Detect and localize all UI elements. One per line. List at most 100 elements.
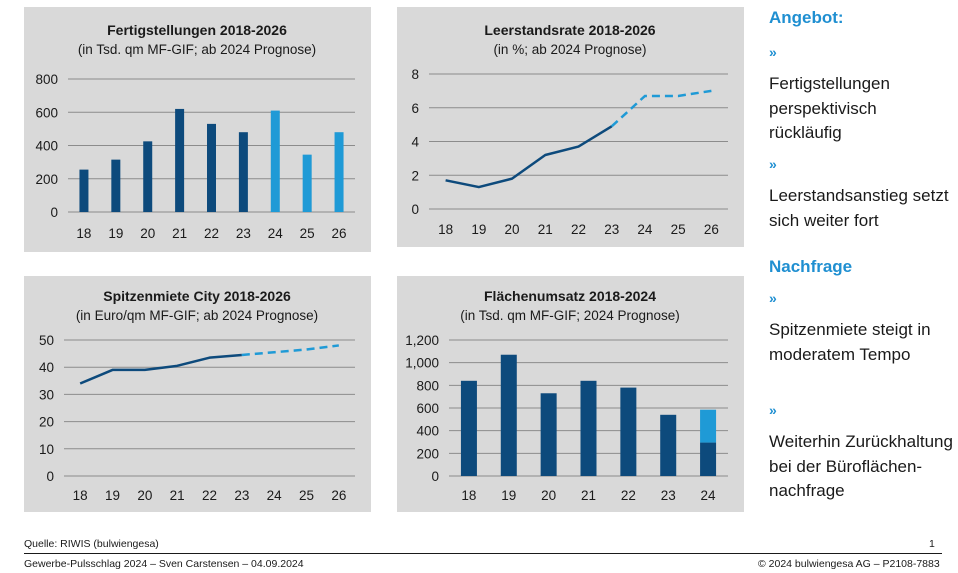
y-tick-label: 4 — [411, 135, 419, 150]
chart-panel-spitzenmiete: Spitzenmiete City 2018-2026 (in Euro/qm … — [24, 276, 371, 512]
bar — [207, 123, 216, 212]
chart-subtitle: (in Tsd. qm MF-GIF; 2024 Prognose) — [460, 308, 680, 323]
bar — [500, 354, 517, 476]
chart-fertigstellungen: Fertigstellungen 2018-2026 (in Tsd. qm M… — [35, 22, 355, 241]
y-tick-label: 8 — [411, 67, 419, 82]
chart-panel-flaechenumsatz: Flächenumsatz 2018-2024 (in Tsd. qm MF-G… — [397, 276, 744, 512]
y-tick-label: 0 — [46, 469, 54, 484]
bullet-icon: » — [769, 290, 777, 306]
x-tick-label: 26 — [332, 226, 347, 241]
x-tick-label: 20 — [541, 488, 556, 503]
series-line-actual — [79, 353, 242, 385]
y-tick-label: 30 — [39, 387, 54, 402]
x-tick-label: 18 — [76, 226, 91, 241]
bar — [580, 380, 597, 476]
x-tick-label: 18 — [461, 488, 476, 503]
y-tick-label: 600 — [416, 401, 439, 416]
x-tick-label: 24 — [637, 222, 653, 237]
x-tick-label: 19 — [105, 488, 120, 503]
bar — [79, 169, 89, 212]
x-tick-label: 18 — [73, 488, 88, 503]
bar — [460, 380, 477, 476]
x-tick-label: 22 — [204, 226, 219, 241]
footer-right: © 2024 bulwiengesa AG – P2108-7883 — [758, 558, 940, 570]
y-tick-label: 800 — [35, 72, 58, 87]
chart-panel-leerstandsrate: Leerstandsrate 2018-2026 (in %; ab 2024 … — [397, 7, 744, 247]
y-tick-label: 0 — [50, 205, 58, 220]
y-tick-label: 200 — [416, 446, 439, 461]
y-tick-label: 1,200 — [405, 333, 439, 348]
x-tick-label: 25 — [300, 226, 315, 241]
x-tick-label: 22 — [571, 222, 586, 237]
bullet-icon: » — [769, 402, 777, 418]
sidebar-item-fertigstellungen: Fertigstellungen perspektivisch rückläuf… — [769, 74, 890, 142]
sidebar-item-leerstand: Leerstandsanstieg setzt sich weiter fort — [769, 186, 949, 230]
y-tick-label: 20 — [39, 415, 54, 430]
footer-left: Gewerbe-Pulsschlag 2024 – Sven Carstense… — [24, 558, 304, 570]
x-tick-label: 25 — [299, 488, 314, 503]
chart-title: Fertigstellungen 2018-2026 — [107, 22, 287, 38]
bar-prognosis — [700, 409, 717, 443]
x-tick-label: 24 — [268, 226, 284, 241]
x-tick-label: 18 — [438, 222, 453, 237]
x-tick-label: 20 — [140, 226, 155, 241]
x-tick-label: 20 — [505, 222, 520, 237]
y-tick-label: 0 — [431, 469, 439, 484]
chart-title: Flächenumsatz 2018-2024 — [484, 288, 656, 304]
x-tick-label: 23 — [236, 226, 251, 241]
x-tick-label: 24 — [267, 488, 283, 503]
x-tick-label: 21 — [538, 222, 553, 237]
x-tick-label: 22 — [621, 488, 636, 503]
y-tick-label: 0 — [411, 202, 419, 217]
y-tick-label: 50 — [39, 333, 54, 348]
chart-spitzenmiete: Spitzenmiete City 2018-2026 (in Euro/qm … — [39, 288, 355, 503]
y-tick-label: 400 — [35, 139, 58, 154]
source-note: Quelle: RIWIS (bulwiengesa) — [24, 538, 159, 550]
x-tick-label: 26 — [331, 488, 346, 503]
bar — [270, 110, 280, 212]
bar — [143, 141, 153, 212]
bar — [540, 393, 557, 476]
series-line-prognosis — [241, 344, 339, 357]
bar — [175, 108, 185, 212]
y-tick-label: 2 — [411, 168, 419, 183]
bar — [660, 414, 677, 476]
nachfrage-heading: Nachfrage — [769, 257, 853, 276]
y-tick-label: 6 — [411, 101, 419, 116]
chart-title: Spitzenmiete City 2018-2026 — [103, 288, 291, 304]
x-tick-label: 21 — [170, 488, 185, 503]
y-tick-label: 200 — [35, 172, 58, 187]
x-tick-label: 24 — [701, 488, 717, 503]
x-tick-label: 20 — [137, 488, 152, 503]
bullet-icon: » — [769, 44, 777, 60]
y-tick-label: 40 — [39, 360, 54, 375]
chart-subtitle: (in Tsd. qm MF-GIF; ab 2024 Prognose) — [78, 42, 316, 57]
chart-subtitle: (in Euro/qm MF-GIF; ab 2024 Prognose) — [76, 308, 318, 323]
sidebar-item-spitzenmiete: Spitzenmiete steigt in moderatem Tempo — [769, 320, 931, 364]
chart-title: Leerstandsrate 2018-2026 — [484, 22, 655, 38]
bullet-icon: » — [769, 156, 777, 172]
y-tick-label: 800 — [416, 378, 439, 393]
y-tick-label: 10 — [39, 442, 54, 457]
x-tick-label: 23 — [661, 488, 676, 503]
chart-flaechenumsatz: Flächenumsatz 2018-2024 (in Tsd. qm MF-G… — [405, 288, 728, 503]
x-tick-label: 21 — [172, 226, 187, 241]
x-tick-label: 23 — [234, 488, 249, 503]
chart-subtitle: (in %; ab 2024 Prognose) — [493, 42, 646, 57]
series-line-actual — [445, 125, 613, 189]
bar — [700, 442, 717, 476]
footer-divider — [24, 553, 942, 554]
x-tick-label: 19 — [501, 488, 516, 503]
series-line-prognosis — [610, 89, 712, 128]
bar — [620, 387, 637, 476]
bar — [334, 132, 344, 212]
x-tick-label: 22 — [202, 488, 217, 503]
x-tick-label: 21 — [581, 488, 596, 503]
x-tick-label: 25 — [671, 222, 686, 237]
page-number: 1 — [929, 538, 935, 550]
sidebar-item-nachfrage: Weiterhin Zurückhaltung bei der Bürofläc… — [769, 432, 953, 500]
chart-leerstandsrate: Leerstandsrate 2018-2026 (in %; ab 2024 … — [411, 22, 728, 237]
chart-panel-fertigstellungen: Fertigstellungen 2018-2026 (in Tsd. qm M… — [24, 7, 371, 252]
y-tick-label: 400 — [416, 424, 439, 439]
x-tick-label: 26 — [704, 222, 719, 237]
